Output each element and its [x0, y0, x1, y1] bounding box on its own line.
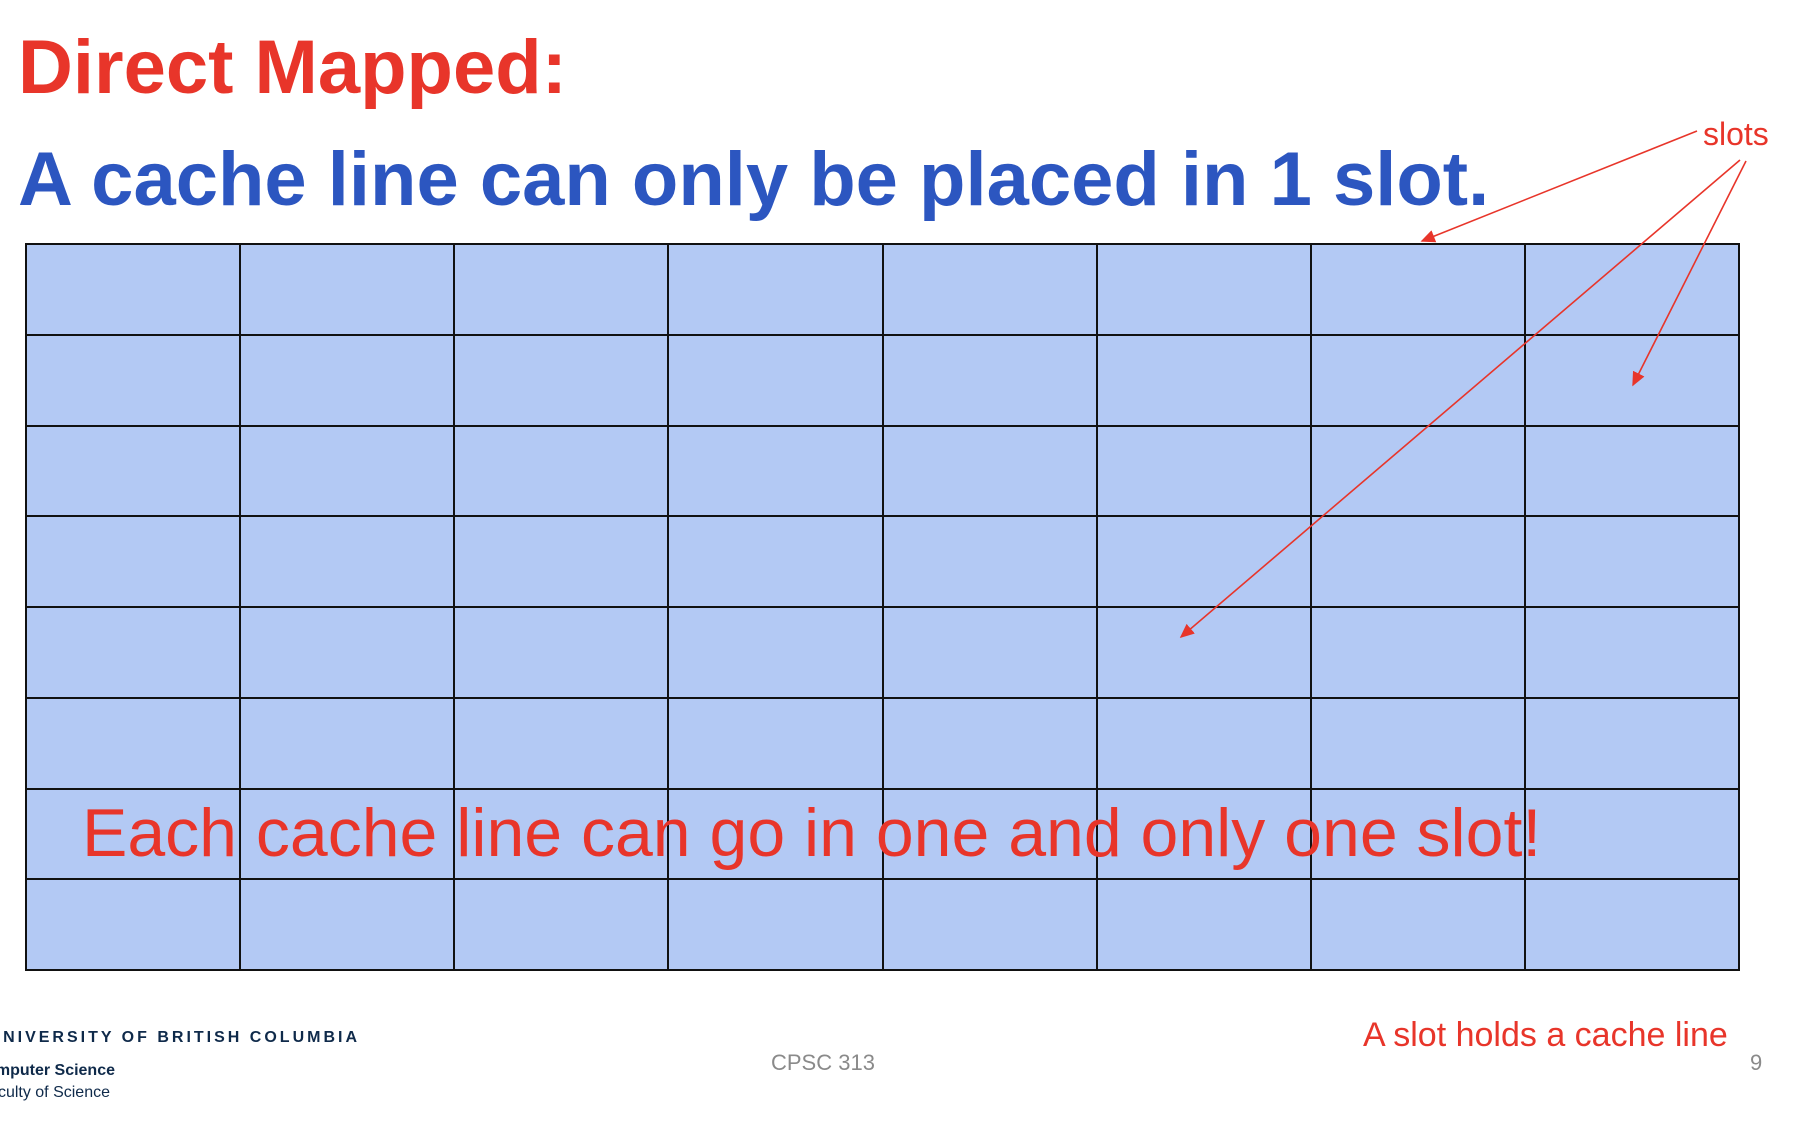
- cache-slot: [455, 426, 670, 518]
- cache-slot: [1311, 608, 1526, 699]
- slide-subtitle: A cache line can only be placed in 1 slo…: [18, 137, 1490, 222]
- cache-slot: [241, 789, 456, 881]
- cache-slot: [1097, 880, 1312, 971]
- cache-slot: [27, 608, 242, 699]
- cache-slot: [1097, 517, 1312, 608]
- cache-slot: [669, 789, 884, 881]
- cache-slot: [1311, 245, 1526, 336]
- cache-slot: [27, 517, 242, 608]
- slots-callout-label: slots: [1703, 116, 1769, 152]
- cache-slot: [1525, 335, 1740, 427]
- cache-slot: [241, 517, 456, 608]
- cache-slot: [241, 426, 456, 518]
- department-name: Computer Science: [0, 1062, 115, 1079]
- cache-slot: [1311, 880, 1526, 971]
- cache-slot: [669, 517, 884, 608]
- cache-slot: [1525, 789, 1740, 881]
- cache-slot: [1525, 517, 1740, 608]
- slide-title: Direct Mapped:: [18, 25, 567, 110]
- cache-slot: [1097, 789, 1312, 881]
- cache-slot: [1525, 245, 1740, 336]
- cache-slot: [669, 426, 884, 518]
- cache-slot: [455, 789, 670, 881]
- cache-slot: [455, 880, 670, 971]
- cache-slot: [455, 698, 670, 790]
- cache-slot: [1525, 880, 1740, 971]
- cache-slot: [1097, 608, 1312, 699]
- faculty-name: Faculty of Science: [0, 1084, 110, 1101]
- cache-slot: [669, 698, 884, 790]
- cache-slot: [241, 880, 456, 971]
- cache-slot: [1097, 698, 1312, 790]
- cache-slot: [1525, 426, 1740, 518]
- cache-slot: [883, 698, 1098, 790]
- cache-slot: [883, 608, 1098, 699]
- cache-slot: [455, 608, 670, 699]
- cache-slot: [241, 245, 456, 336]
- cache-slot: [455, 517, 670, 608]
- cache-slot: [1311, 517, 1526, 608]
- cache-slot: [883, 245, 1098, 336]
- cache-slot: [455, 245, 670, 336]
- cache-slot: [669, 335, 884, 427]
- cache-slot: [1097, 335, 1312, 427]
- page-number: 9: [1750, 1050, 1763, 1075]
- cache-slot: [27, 426, 242, 518]
- cache-slot: [883, 789, 1098, 881]
- cache-slot: [241, 608, 456, 699]
- cache-slot: [27, 335, 242, 427]
- cache-slot: [1525, 608, 1740, 699]
- cache-slot: [27, 789, 242, 881]
- cache-slot: [27, 880, 242, 971]
- course-code: CPSC 313: [771, 1050, 875, 1075]
- cache-slot: [883, 517, 1098, 608]
- cache-slot: [241, 698, 456, 790]
- cache-slot: [883, 335, 1098, 427]
- cache-slot: [1097, 245, 1312, 336]
- cache-slot: [669, 245, 884, 336]
- cache-slot: [1525, 698, 1740, 790]
- footnote: A slot holds a cache line: [1363, 1016, 1728, 1054]
- cache-slot: [1311, 335, 1526, 427]
- cache-slot: [1311, 426, 1526, 518]
- cache-slot: [669, 880, 884, 971]
- cache-slot: [1311, 698, 1526, 790]
- overlay-note: Each cache line can go in one and only o…: [82, 795, 1542, 871]
- cache-slot: [27, 245, 242, 336]
- university-wordmark: THE UNIVERSITY OF BRITISH COLUMBIA: [0, 1029, 360, 1046]
- cache-slot: [883, 880, 1098, 971]
- cache-slot: [883, 426, 1098, 518]
- cache-slot: [1311, 789, 1526, 881]
- cache-slot: [27, 698, 242, 790]
- cache-slot: [241, 335, 456, 427]
- cache-slot: [1097, 426, 1312, 518]
- cache-slot: [669, 608, 884, 699]
- cache-slot: [455, 335, 670, 427]
